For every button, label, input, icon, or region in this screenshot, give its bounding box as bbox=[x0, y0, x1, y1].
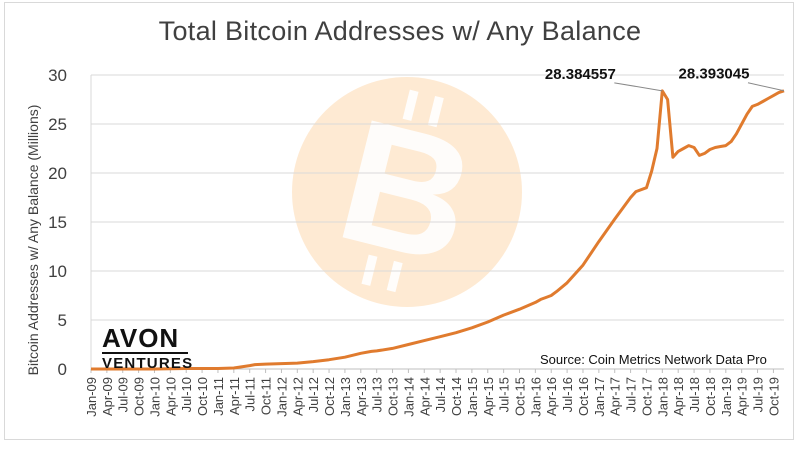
x-tick-label: Jan-18 bbox=[655, 377, 670, 417]
y-axis-label: Bitcoin Addresses w/ Any Balance (Millio… bbox=[25, 105, 41, 376]
x-tick-label: Apr-14 bbox=[417, 377, 432, 416]
x-tick-label: Oct-11 bbox=[259, 377, 274, 415]
annotation-label: 28.393045 bbox=[679, 66, 750, 83]
logo-sub-text: VENTURES bbox=[102, 355, 194, 372]
x-tick-label: Jan-17 bbox=[592, 377, 607, 417]
logo-main-text: AVON bbox=[102, 323, 180, 353]
x-tick-label: Apr-10 bbox=[163, 377, 178, 416]
x-tick-label: Jan-12 bbox=[274, 377, 289, 417]
y-tick-label: 20 bbox=[48, 164, 67, 183]
x-tick-label: Apr-11 bbox=[227, 377, 242, 415]
bitcoin-watermark-icon: B bbox=[292, 77, 522, 307]
x-tick-label: Jan-16 bbox=[528, 377, 543, 417]
x-tick-label: Oct-19 bbox=[766, 377, 781, 416]
x-tick-label: Jul-11 bbox=[243, 377, 258, 411]
x-tick-label: Jul-14 bbox=[433, 377, 448, 412]
x-tick-label: Jul-16 bbox=[560, 377, 575, 412]
chart-title: Total Bitcoin Addresses w/ Any Balance bbox=[158, 16, 642, 46]
x-tick-label: Oct-14 bbox=[449, 377, 464, 416]
y-tick-label: 30 bbox=[48, 66, 67, 85]
x-tick-label: Oct-18 bbox=[703, 377, 718, 416]
x-tick-label: Jan-15 bbox=[465, 377, 480, 417]
x-tick-label: Jul-18 bbox=[687, 377, 702, 412]
x-tick-label: Jul-17 bbox=[624, 377, 639, 412]
x-tick-label: Oct-15 bbox=[512, 377, 527, 416]
x-tick-label: Oct-12 bbox=[322, 377, 337, 416]
x-tick-label: Oct-17 bbox=[639, 377, 654, 416]
x-tick-label: Jul-15 bbox=[497, 377, 512, 412]
annotation-leader bbox=[614, 82, 663, 92]
x-tick-label: Apr-13 bbox=[354, 377, 369, 416]
y-tick-label: 25 bbox=[48, 115, 67, 134]
x-tick-label: Apr-16 bbox=[544, 377, 559, 416]
annotation-leader bbox=[747, 82, 785, 92]
x-tick-label: Jan-13 bbox=[338, 377, 353, 417]
x-tick-label: Jul-10 bbox=[179, 377, 194, 412]
x-tick-label: Apr-09 bbox=[100, 377, 115, 416]
x-tick-label: Oct-09 bbox=[132, 377, 147, 416]
x-tick-label: Jul-09 bbox=[116, 377, 131, 412]
avon-ventures-logo: AVON VENTURES bbox=[102, 323, 194, 372]
y-tick-label: 0 bbox=[58, 360, 67, 379]
x-tick-label: Oct-13 bbox=[386, 377, 401, 416]
annotation-label: 28.384557 bbox=[545, 66, 616, 83]
x-tick-label: Jan-14 bbox=[401, 377, 416, 417]
x-tick-label: Oct-10 bbox=[195, 377, 210, 416]
x-tick-label: Apr-15 bbox=[481, 377, 496, 416]
x-tick-label: Apr-19 bbox=[735, 377, 750, 416]
x-tick-label: Jan-19 bbox=[719, 377, 734, 417]
x-tick-label: Apr-12 bbox=[290, 377, 305, 416]
series-line bbox=[91, 89, 785, 371]
logo-divider bbox=[102, 352, 188, 354]
x-tick-label: Apr-18 bbox=[671, 377, 686, 416]
x-tick-label: Oct-16 bbox=[576, 377, 591, 416]
y-tick-label: 15 bbox=[48, 213, 67, 232]
x-tick-label: Jan-11 bbox=[211, 377, 226, 416]
x-tick-label: Apr-17 bbox=[608, 377, 623, 416]
x-tick-label: Jul-12 bbox=[306, 377, 321, 412]
y-tick-label: 10 bbox=[48, 262, 67, 281]
y-tick-label: 5 bbox=[58, 311, 67, 330]
x-tick-label: Jan-10 bbox=[147, 377, 162, 417]
source-note: Source: Coin Metrics Network Data Pro bbox=[540, 352, 767, 367]
x-tick-label: Jul-13 bbox=[370, 377, 385, 412]
x-tick-label: Jul-19 bbox=[751, 377, 766, 412]
x-tick-label: Jan-09 bbox=[84, 377, 99, 417]
